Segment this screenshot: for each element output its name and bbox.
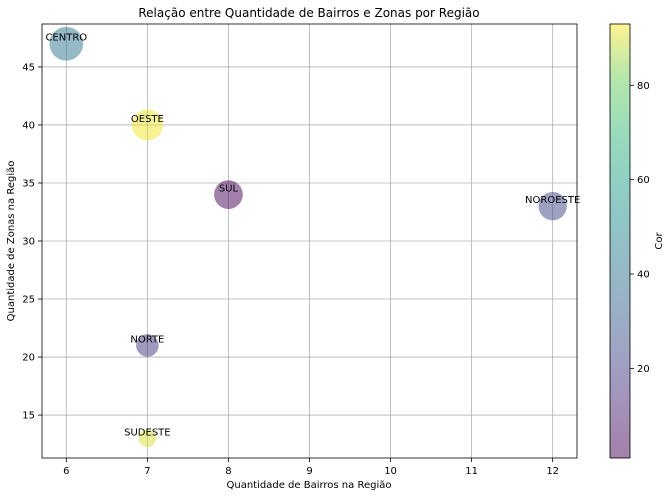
colorbar-tick-label: 60 bbox=[637, 175, 650, 186]
point-label: OESTE bbox=[131, 114, 164, 125]
y-tick-label: 35 bbox=[22, 178, 35, 189]
y-tick-label: 45 bbox=[22, 62, 35, 73]
point-label: CENTRO bbox=[45, 33, 87, 44]
data-point bbox=[538, 192, 567, 221]
y-tick-label: 40 bbox=[22, 120, 35, 131]
data-point bbox=[136, 334, 159, 357]
point-label: NOROESTE bbox=[525, 195, 580, 206]
x-tick-label: 6 bbox=[63, 466, 69, 477]
chart-title: Relação entre Quantidade de Bairros e Zo… bbox=[138, 6, 479, 20]
x-tick-label: 9 bbox=[306, 466, 312, 477]
colorbar-tick-label: 20 bbox=[637, 364, 650, 375]
point-label: SUDESTE bbox=[124, 427, 170, 438]
x-tick-label: 7 bbox=[144, 466, 150, 477]
colorbar bbox=[610, 24, 630, 458]
colorbar-label: Cor bbox=[654, 232, 665, 250]
x-tick-label: 12 bbox=[546, 466, 559, 477]
data-point bbox=[214, 180, 243, 209]
x-tick-label: 8 bbox=[225, 466, 231, 477]
x-tick-label: 10 bbox=[384, 466, 397, 477]
y-tick-label: 15 bbox=[22, 411, 35, 422]
point-label: SUL bbox=[219, 184, 239, 195]
x-axis-label: Quantidade de Bairros na Região bbox=[227, 480, 392, 491]
y-axis-ticks: 15 20 25 30 35 40 45 bbox=[22, 62, 42, 422]
colorbar-ticks: 20 40 60 80 bbox=[630, 81, 650, 375]
data-point bbox=[131, 109, 163, 141]
y-tick-label: 30 bbox=[22, 237, 35, 248]
scatter-points bbox=[49, 26, 567, 448]
x-axis-ticks: 6 7 8 9 10 11 12 bbox=[63, 458, 559, 477]
y-tick-label: 25 bbox=[22, 295, 35, 306]
colorbar-tick-label: 40 bbox=[637, 270, 650, 281]
point-label: NORTE bbox=[130, 334, 164, 345]
y-axis-label: Quantidade de Zonas na Região bbox=[6, 161, 17, 322]
x-tick-label: 11 bbox=[465, 466, 478, 477]
y-tick-label: 20 bbox=[22, 353, 35, 364]
data-point bbox=[138, 429, 157, 448]
point-labels: CENTRO OESTE SUL NOROESTE NORTE SUDESTE bbox=[45, 33, 580, 439]
colorbar-frame bbox=[609, 23, 631, 459]
data-point bbox=[49, 26, 84, 61]
colorbar-tick-label: 80 bbox=[637, 81, 650, 92]
grid-lines bbox=[42, 24, 577, 458]
